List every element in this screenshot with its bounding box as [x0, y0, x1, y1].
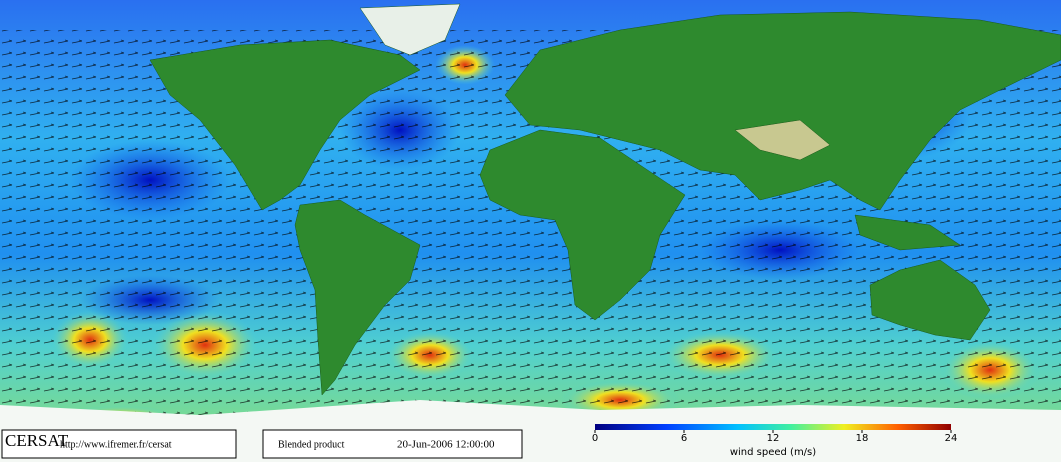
product-box [262, 429, 523, 459]
colorbar-label: wind speed (m/s) [730, 447, 816, 458]
logo: CERSAT [5, 431, 69, 450]
colorbar-ticks: 0 6 12 18 24 [592, 430, 958, 444]
colorbar [595, 424, 951, 430]
product-name: Blended product [278, 439, 345, 450]
colorbar-tick-label: 24 [945, 433, 958, 444]
url[interactable]: http://www.ifremer.fr/cersat [60, 439, 172, 450]
colorbar-tick-label: 6 [681, 433, 687, 444]
credit-box [1, 429, 237, 459]
colorbar-tick-label: 18 [856, 433, 869, 444]
colorbar-tick-label: 12 [767, 433, 780, 444]
product-date: 20-Jun-2006 12:00:00 [397, 439, 495, 451]
colorbar-tick-label: 0 [592, 433, 598, 444]
